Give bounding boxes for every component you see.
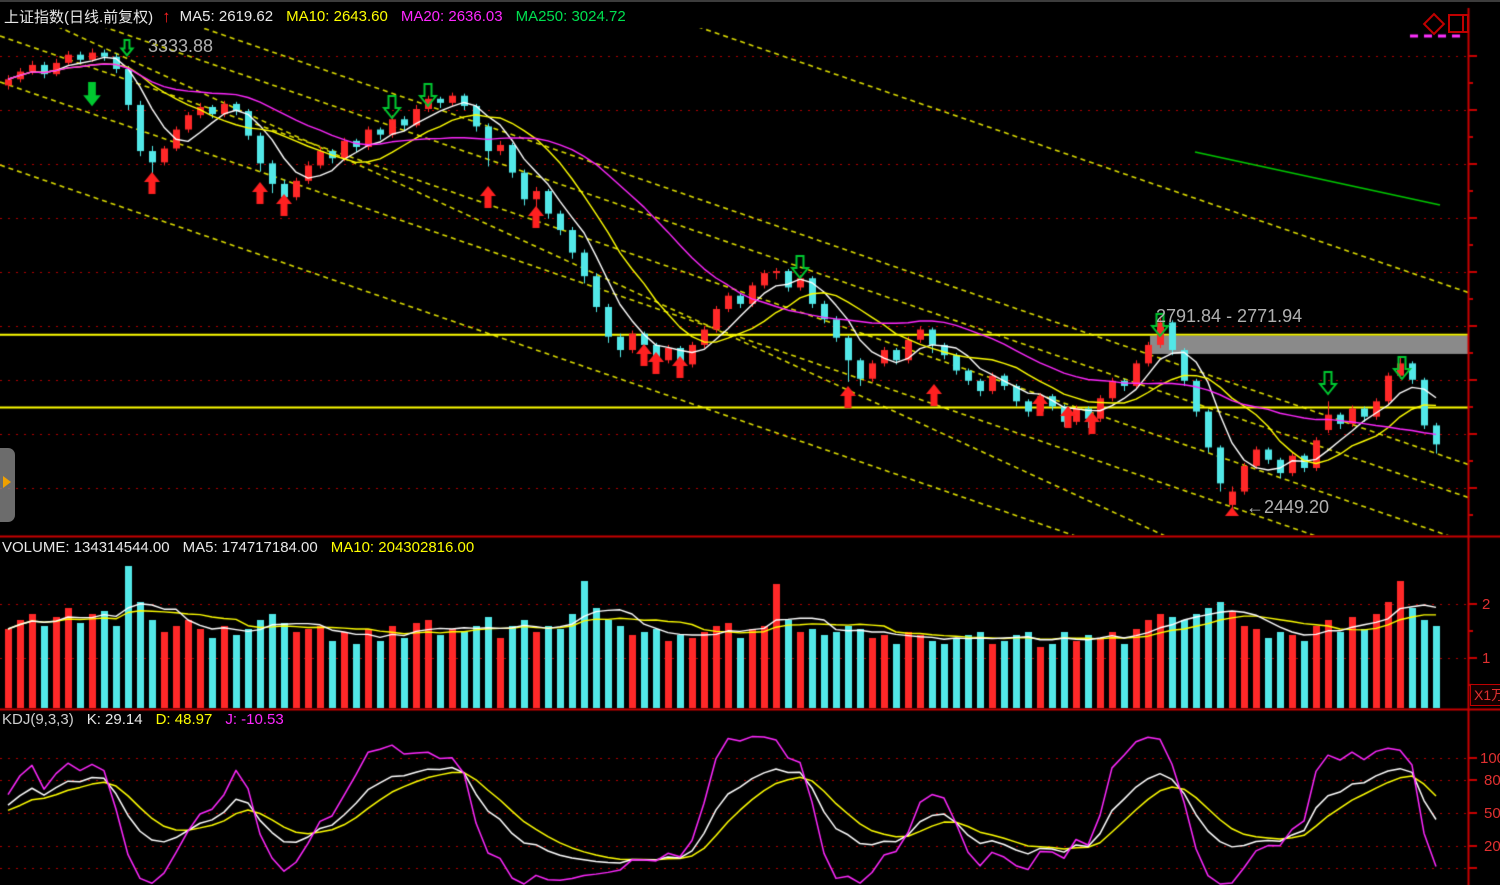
- ma250-value: MA250: 3024.72: [515, 8, 626, 25]
- kdj-pane-header: KDJ(9,3,3) K: 29.14 D: 48.97 J: -10.53: [2, 711, 284, 728]
- volume-pane-header: VOLUME: 134314544.00 MA5: 174717184.00 M…: [2, 539, 474, 556]
- kdj-axis-label-80: 80: [1484, 772, 1500, 789]
- kdj-j-value: J: -10.53: [225, 711, 284, 728]
- volume-axis-label-2: 2: [1482, 596, 1491, 613]
- window-top-border: [0, 0, 1500, 2]
- kdj-label: KDJ(9,3,3): [2, 711, 74, 728]
- low-price-annotation: ←2449.20: [1246, 497, 1330, 517]
- kdj-k-value: K: 29.14: [86, 711, 143, 728]
- volume-ma10-value: MA10: 204302816.00: [330, 539, 475, 556]
- volume-ma5-value: MA5: 174717184.00: [182, 539, 318, 556]
- kdj-axis-label-20: 20: [1484, 838, 1500, 855]
- ma20-value: MA20: 2636.03: [400, 8, 503, 25]
- up-arrow-icon: ↑: [162, 6, 171, 26]
- kdj-d-value: D: 48.97: [155, 711, 213, 728]
- ma10-value: MA10: 2643.60: [286, 8, 388, 25]
- kdj-axis-label-100: 100: [1480, 750, 1500, 767]
- sidebar-expand-handle[interactable]: [0, 448, 15, 522]
- ma5-value: MA5: 2619.62: [179, 8, 274, 25]
- expand-arrow-icon: [3, 476, 11, 488]
- volume-unit-label: X1万: [1470, 684, 1500, 706]
- price-pane-header: 上证指数(日线.前复权) ↑ MA5: 2619.62 MA10: 2643.6…: [4, 6, 626, 27]
- kdj-axis-label-50: 50: [1484, 805, 1500, 822]
- split-window-icon[interactable]: [1448, 14, 1469, 33]
- volume-value: VOLUME: 134314544.00: [2, 539, 170, 556]
- gap-range-annotation: 2791.84 - 2771.94: [1156, 306, 1303, 326]
- instrument-title: 上证指数(日线.前复权): [4, 9, 154, 26]
- volume-axis-label-1: 1: [1482, 650, 1491, 667]
- peak-price-annotation: 3333.88: [148, 36, 214, 56]
